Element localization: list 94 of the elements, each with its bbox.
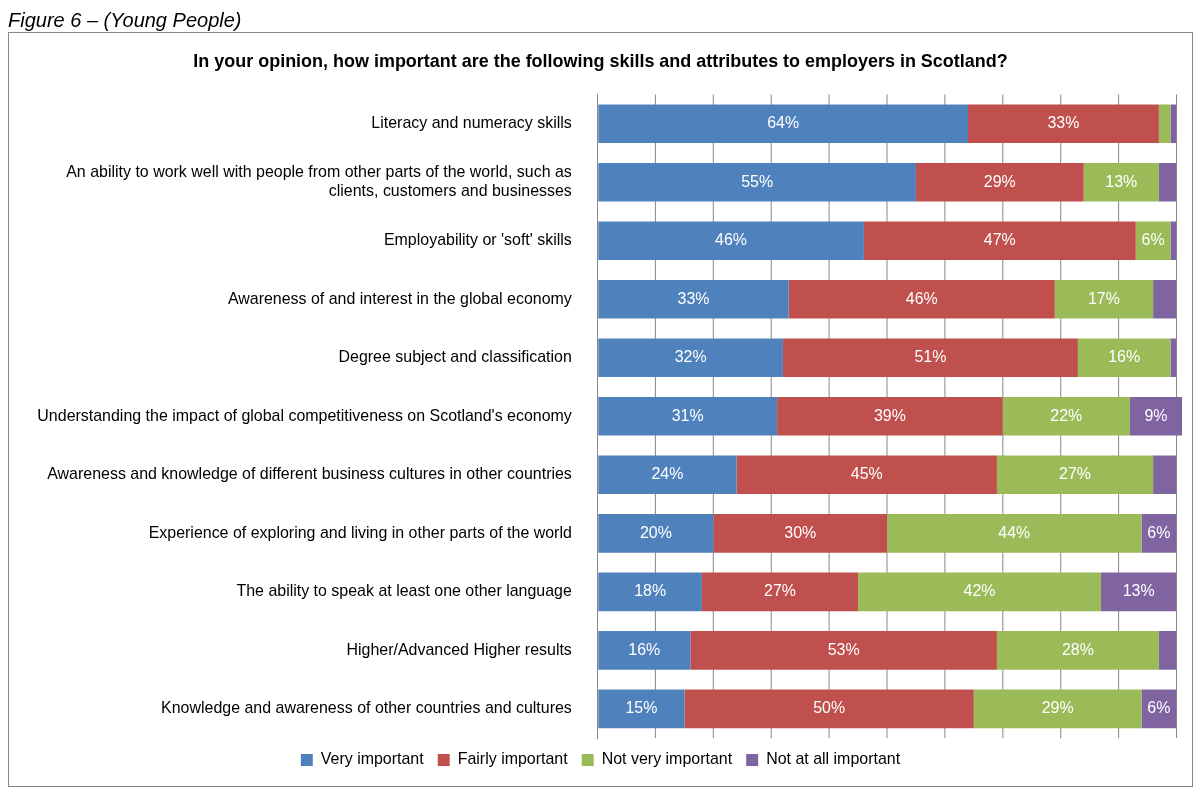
y-tick-label: The ability to speak at least one other language bbox=[236, 582, 572, 600]
bar bbox=[598, 338, 783, 378]
bar bbox=[1054, 279, 1154, 319]
data-label: 46% bbox=[905, 289, 938, 307]
bar bbox=[598, 631, 691, 670]
data-label: 24% bbox=[651, 465, 684, 483]
y-tick-label: Literacy and numeracy skills bbox=[371, 114, 572, 132]
bar bbox=[598, 221, 864, 261]
y-tick-label: Understanding the impact of global competitiveness on Scotland's economy bbox=[37, 406, 572, 424]
bar bbox=[598, 104, 968, 144]
data-label: 20% bbox=[639, 523, 672, 541]
bar bbox=[684, 689, 974, 729]
legend-label: Very important bbox=[320, 750, 425, 768]
bar bbox=[1077, 338, 1171, 378]
bar bbox=[1158, 104, 1171, 144]
bar bbox=[996, 455, 1154, 495]
y-tick-label: Higher/Advanced Higher results bbox=[346, 640, 572, 658]
data-label: 44% bbox=[998, 523, 1031, 541]
y-tick-label: Experience of exploring and living in other parts of the world bbox=[148, 523, 572, 541]
data-label: 18% bbox=[634, 582, 667, 600]
bar bbox=[915, 162, 1084, 202]
bar bbox=[1129, 396, 1183, 436]
data-label: 27% bbox=[1059, 465, 1091, 483]
bar bbox=[713, 514, 888, 553]
bar bbox=[701, 572, 859, 612]
bar bbox=[598, 396, 778, 436]
data-label: 30% bbox=[784, 523, 817, 541]
data-label: 6% bbox=[1141, 231, 1165, 249]
bar bbox=[1170, 104, 1177, 144]
bar bbox=[1158, 162, 1177, 202]
data-label: 22% bbox=[1050, 406, 1083, 424]
y-tick-label: Awareness and knowledge of different business cultures in other countries bbox=[47, 465, 572, 483]
legend-label: Not very important bbox=[601, 750, 733, 768]
bar bbox=[973, 689, 1142, 729]
legend-label: Not at all important bbox=[766, 750, 901, 768]
data-label: 15% bbox=[625, 699, 658, 717]
bar bbox=[858, 572, 1102, 612]
data-label: 16% bbox=[628, 640, 661, 658]
data-label: 55% bbox=[741, 172, 774, 190]
data-label: 51% bbox=[914, 348, 947, 366]
data-label: 9% bbox=[1144, 406, 1168, 424]
bar bbox=[1158, 631, 1177, 670]
data-label: 27% bbox=[764, 582, 796, 600]
bar bbox=[777, 396, 1003, 436]
data-label: 16% bbox=[1108, 348, 1141, 366]
data-label: 33% bbox=[1047, 114, 1080, 132]
bar bbox=[1170, 338, 1177, 378]
data-label: 28% bbox=[1061, 640, 1094, 658]
bar bbox=[788, 279, 1055, 319]
data-label: 47% bbox=[983, 231, 1016, 249]
data-label: 45% bbox=[850, 465, 883, 483]
data-label: 13% bbox=[1122, 582, 1155, 600]
y-tick-label: Employability or 'soft' skills bbox=[383, 231, 572, 249]
bar bbox=[782, 338, 1078, 378]
legend-label: Fairly important bbox=[457, 750, 569, 768]
data-label: 42% bbox=[963, 582, 996, 600]
bar bbox=[1153, 279, 1177, 319]
bar bbox=[1002, 396, 1130, 436]
bar bbox=[1101, 572, 1177, 612]
bar bbox=[863, 221, 1136, 261]
bar bbox=[598, 572, 702, 612]
bar bbox=[598, 455, 737, 495]
data-label: 17% bbox=[1087, 289, 1120, 307]
data-label: 53% bbox=[827, 640, 860, 658]
bar bbox=[598, 279, 789, 319]
bar bbox=[1153, 455, 1177, 495]
data-label: 33% bbox=[677, 289, 710, 307]
data-label: 29% bbox=[1041, 699, 1074, 717]
bar bbox=[887, 514, 1142, 553]
bar bbox=[1170, 221, 1177, 261]
bar bbox=[1083, 162, 1159, 202]
bar bbox=[598, 162, 916, 202]
y-tick-label: Degree subject and classification bbox=[338, 348, 572, 366]
data-label: 13% bbox=[1105, 172, 1138, 190]
bar bbox=[968, 104, 1159, 144]
bar bbox=[598, 514, 714, 553]
data-label: 39% bbox=[873, 406, 906, 424]
chart-title: In your opinion, how important are the following skills and attributes to employers in Scotland? bbox=[193, 50, 1008, 71]
data-label: 6% bbox=[1147, 699, 1171, 717]
data-label: 50% bbox=[813, 699, 846, 717]
bar bbox=[598, 689, 685, 729]
data-label: 29% bbox=[983, 172, 1016, 190]
caption: Figure 6 – (Young People) bbox=[8, 8, 243, 32]
data-label: 6% bbox=[1147, 523, 1171, 541]
y-tick-label: An ability to work well with people from other parts of the world, such as clients, customers and businesses bbox=[66, 163, 572, 200]
data-label: 31% bbox=[671, 406, 704, 424]
y-tick-label: Awareness of and interest in the global economy bbox=[227, 289, 572, 307]
data-label: 64% bbox=[767, 114, 800, 132]
data-label: 46% bbox=[715, 231, 748, 249]
bar bbox=[996, 631, 1159, 670]
data-label: 32% bbox=[674, 348, 707, 366]
y-tick-label: Knowledge and awareness of other countries and cultures bbox=[161, 699, 572, 717]
bar bbox=[736, 455, 997, 495]
bar bbox=[690, 631, 997, 670]
